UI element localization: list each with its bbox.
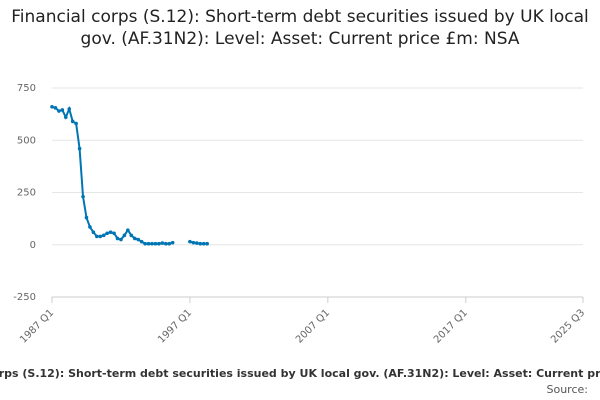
point <box>88 225 92 229</box>
point <box>150 241 154 246</box>
point <box>57 109 61 113</box>
point <box>195 241 199 245</box>
point <box>126 228 130 232</box>
point <box>139 239 144 244</box>
point <box>143 241 147 246</box>
chart-title: Financial corps (S.12): Short-term debt … <box>11 7 589 49</box>
point <box>63 115 68 120</box>
point <box>67 107 72 111</box>
x-tick-label: 1997 Q1 <box>156 307 194 345</box>
point <box>136 237 141 242</box>
point <box>53 106 58 110</box>
point <box>205 241 209 246</box>
point <box>191 240 196 245</box>
point <box>70 119 75 124</box>
point <box>157 241 161 246</box>
point <box>132 236 137 241</box>
point <box>163 241 168 246</box>
y-tick-label: 500 <box>17 135 36 146</box>
point <box>105 231 109 236</box>
x-tick-label: 2017 Q1 <box>432 307 470 345</box>
point <box>198 241 203 246</box>
point <box>201 241 206 246</box>
series-name: Financial corps (S.12): Short-term debt … <box>0 367 600 380</box>
point <box>129 233 134 238</box>
point <box>98 234 103 239</box>
point <box>160 241 165 245</box>
point <box>101 233 106 238</box>
x-tick-label: 2007 Q1 <box>294 307 332 345</box>
point <box>95 234 99 239</box>
point <box>50 105 54 109</box>
point <box>188 239 192 244</box>
y-tick-label: -250 <box>13 292 36 303</box>
point <box>91 230 96 235</box>
point <box>84 215 89 220</box>
x-tick-label: 1987 Q1 <box>18 307 56 345</box>
point <box>77 146 82 151</box>
y-tick-label: 750 <box>17 83 36 94</box>
source: Source: <box>547 383 589 396</box>
point <box>146 241 151 246</box>
y-tick-label: 250 <box>17 188 36 199</box>
point <box>74 121 78 126</box>
point <box>112 231 116 236</box>
point <box>119 237 123 242</box>
x-tick-label: 2025 Q3 <box>549 307 587 345</box>
y-tick-label: 0 <box>30 240 36 251</box>
point <box>167 241 172 246</box>
point <box>122 233 127 238</box>
line <box>51 105 173 245</box>
point <box>108 230 113 235</box>
point <box>170 240 175 245</box>
point <box>60 108 65 112</box>
point <box>153 241 158 246</box>
point <box>115 236 120 241</box>
point <box>81 194 85 199</box>
